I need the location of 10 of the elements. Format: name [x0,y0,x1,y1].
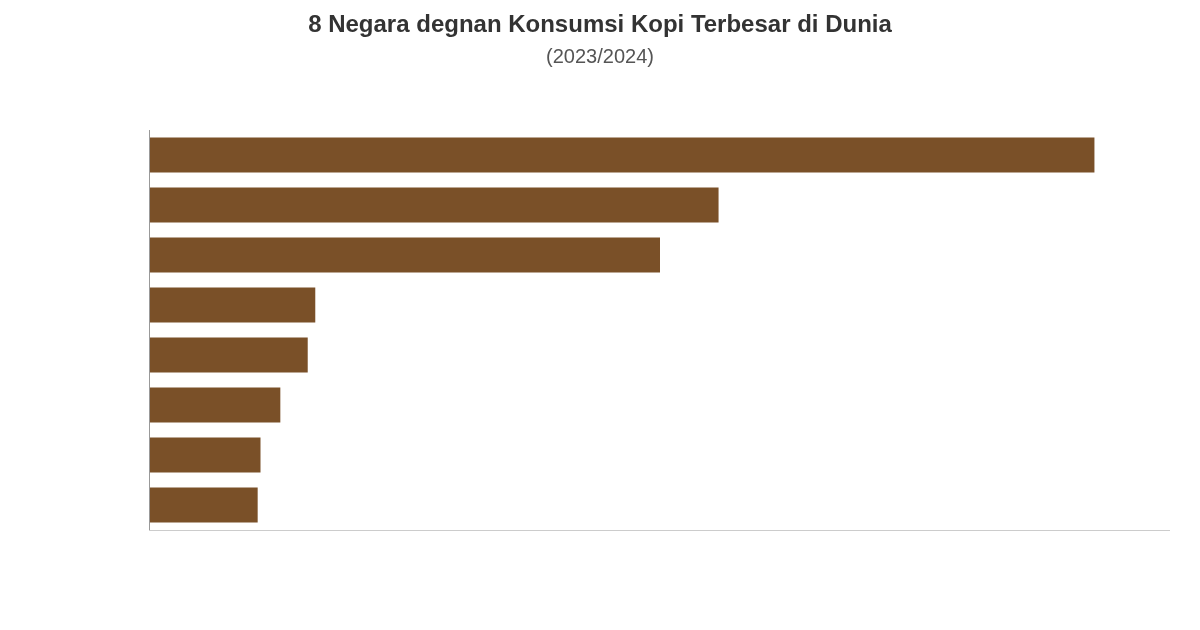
bar [150,287,316,323]
bar [150,487,258,523]
bar [150,137,1095,173]
bar [150,387,281,423]
chart-subtitle: (2023/2024) [546,44,654,67]
bar [150,437,261,473]
bar [150,237,660,273]
chart-title: 8 Negara degnan Konsumsi Kopi Terbesar di Dunia [308,9,893,37]
bar [150,187,719,223]
bar [150,337,308,373]
